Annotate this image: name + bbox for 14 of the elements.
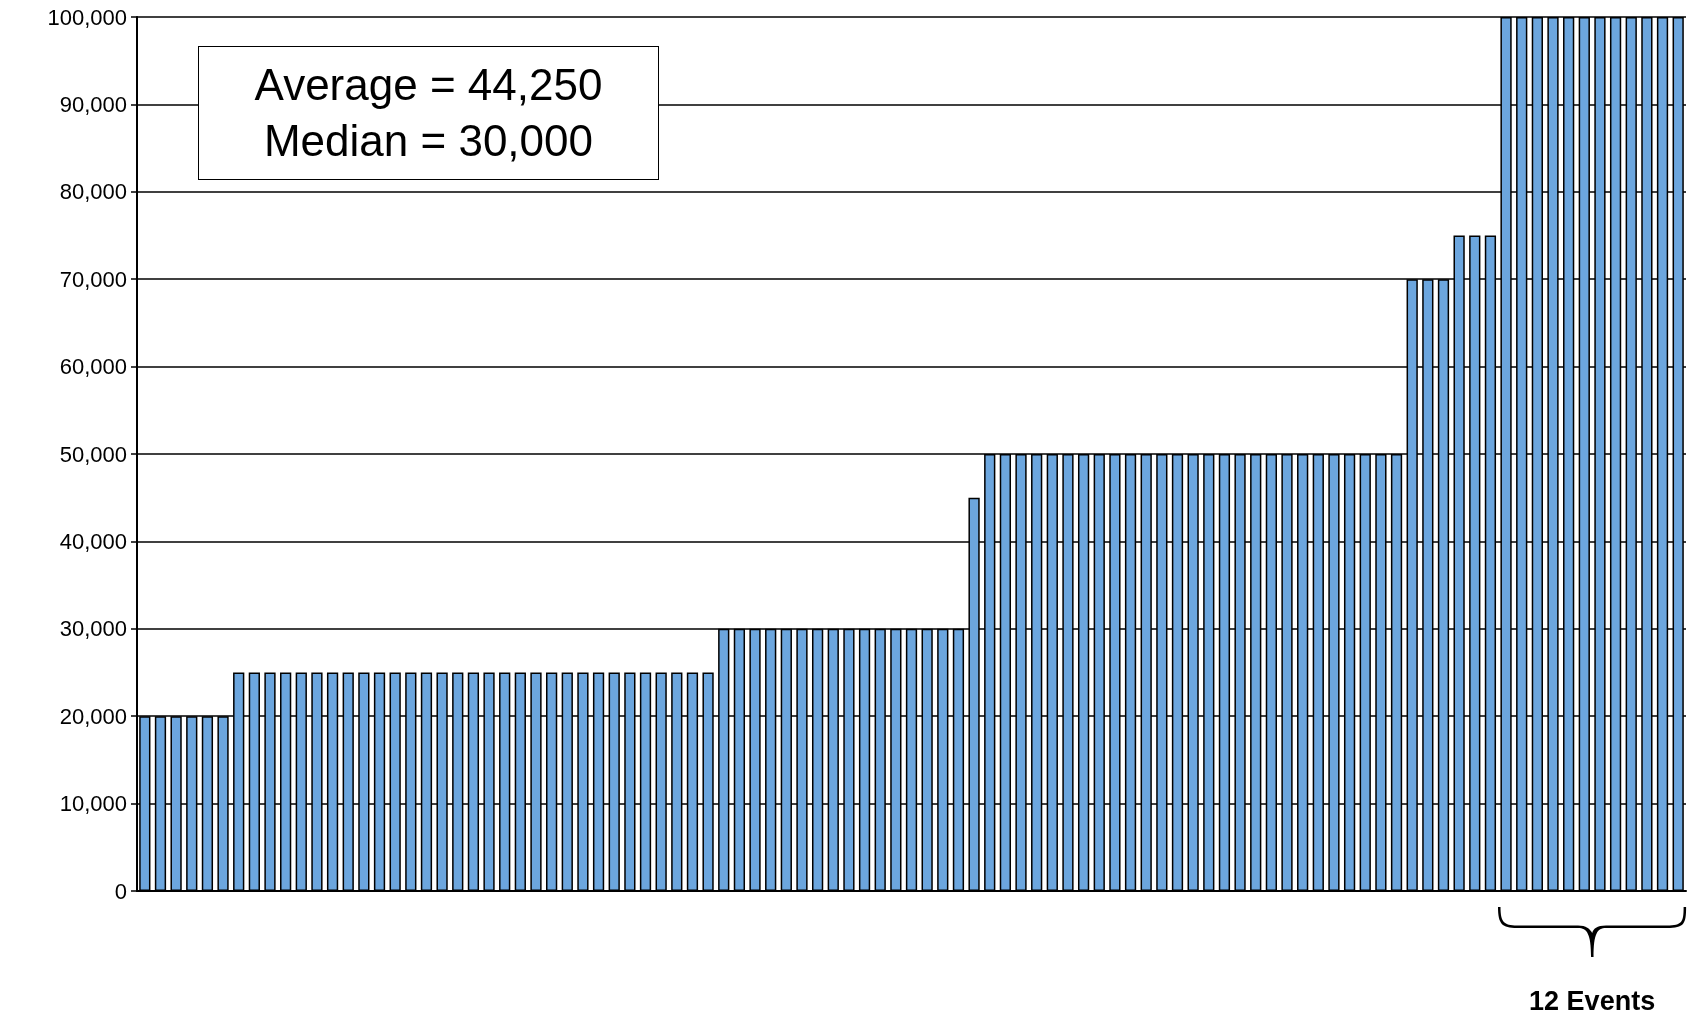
y-tick-label: 50,000: [59, 441, 127, 467]
y-tick-label: 80,000: [59, 179, 127, 205]
y-tick-label: 70,000: [59, 266, 127, 292]
y-tick-label: 30,000: [59, 616, 127, 642]
y-tick-label: 20,000: [59, 703, 127, 729]
text: 12 Events: [1529, 986, 1656, 1017]
y-tick-label: 100,000: [47, 4, 127, 30]
y-tick-label: 10,000: [59, 791, 127, 817]
y-tick-label: 90,000: [59, 91, 127, 117]
annotation: Median = 30,000: [262, 115, 594, 167]
annotation: Average = 44,250: [253, 59, 604, 111]
y-tick-label: 60,000: [59, 354, 127, 380]
y-tick-label: 0: [114, 878, 127, 904]
y-tick-label: 40,000: [59, 528, 127, 554]
